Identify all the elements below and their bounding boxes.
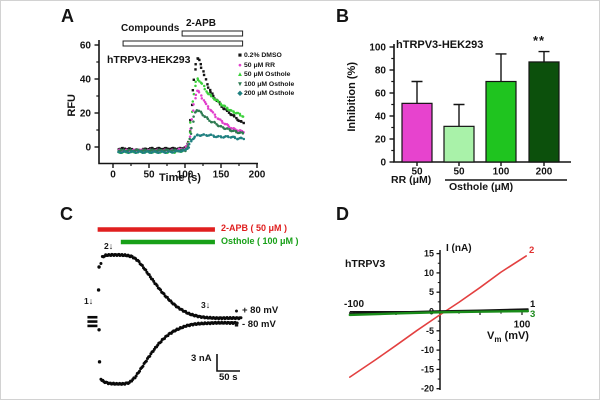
legend-item: ● + 80 mV <box>231 304 278 318</box>
svg-text:40: 40 <box>80 75 92 86</box>
panel-a-label: A <box>61 6 74 26</box>
panel-c-apb-label: 2-APB ( 50 μM ) <box>221 223 288 233</box>
svg-text:100: 100 <box>177 170 194 181</box>
svg-text:150: 150 <box>213 170 230 181</box>
osthole200-marker-icon: ◆ <box>237 90 243 98</box>
svg-text:60: 60 <box>80 41 92 52</box>
osthole100-marker-icon: ▼ <box>236 80 244 88</box>
trace-1-label: 1 <box>530 299 536 310</box>
svg-text:60: 60 <box>375 89 387 100</box>
panel-c-legend: ● + 80 mV ■ - 80 mV <box>231 304 278 332</box>
legend-label: 0.2% DMSO <box>244 52 282 59</box>
time-scale-label: 50 s <box>219 372 238 383</box>
svg-text:0: 0 <box>380 158 386 169</box>
minus80-marker-icon: ■ <box>234 322 239 329</box>
svg-text:50: 50 <box>453 167 465 178</box>
panel-d-label: D <box>336 204 349 224</box>
rr-marker-icon: ● <box>238 61 242 69</box>
panel-b-group1-label: RR (μM) <box>391 174 432 186</box>
down-arrow-icon: ↓ <box>108 241 114 251</box>
svg-text:5: 5 <box>429 287 434 297</box>
current-scale-label: 3 nA <box>191 353 212 364</box>
svg-text:100: 100 <box>369 43 386 54</box>
legend-label: 50 μM Osthole <box>244 71 291 79</box>
trace-2-label: 2 <box>529 245 535 256</box>
svg-text:200: 200 <box>536 167 553 178</box>
svg-text:80: 80 <box>375 66 387 77</box>
osthole50-marker-icon: ▲ <box>236 71 244 79</box>
significance-stars: ** <box>533 33 546 48</box>
svg-text:-20: -20 <box>421 384 434 394</box>
trace-3-label: 3 <box>530 309 536 320</box>
legend-item: ◆ 200 μM Osthole <box>236 89 295 99</box>
svg-text:100: 100 <box>514 320 531 331</box>
svg-text:-5: -5 <box>426 326 434 336</box>
svg-text:50: 50 <box>143 170 155 181</box>
legend-label: - 80 mV <box>242 319 276 330</box>
dmso-marker-icon: ■ <box>238 52 242 59</box>
annotation-2-arrow: 2↓ <box>104 241 114 251</box>
legend-item: ■ 0.2% DMSO <box>236 51 294 61</box>
down-arrow-icon: ↓ <box>205 300 211 310</box>
legend-item: ▼100 μM Osthole <box>236 80 294 90</box>
svg-text:15: 15 <box>424 249 434 259</box>
svg-text:100: 100 <box>493 167 510 178</box>
svg-text:200: 200 <box>249 170 266 181</box>
svg-text:20: 20 <box>375 135 387 146</box>
panel-b-label: B <box>336 6 349 26</box>
plus80-marker-icon: ● <box>234 308 239 315</box>
svg-text:-100: -100 <box>344 299 364 310</box>
svg-text:20: 20 <box>80 109 92 120</box>
legend-item: ▲50 μM Osthole <box>236 70 294 80</box>
panel-a-title: hTRPV3-HEK293 <box>107 54 191 66</box>
panel-b-group2-label: Osthole (μM) <box>449 181 514 193</box>
panel-d-x-axis-label: Vm (mV) <box>487 330 529 345</box>
panel-a-x-axis-label: Time (s) <box>159 172 201 184</box>
svg-text:-15: -15 <box>421 364 434 374</box>
svg-text:0: 0 <box>110 170 116 181</box>
panel-c-label: C <box>60 204 73 224</box>
legend-label: 200 μM Osthole <box>244 90 295 98</box>
panel-a-apb-label: 2-APB <box>186 18 217 29</box>
panel-c-osthole-label: Osthole ( 100 μM ) <box>221 236 299 246</box>
panel-d-title: hTRPV3 <box>345 258 386 270</box>
panel-a-compounds-label: Compounds <box>121 23 180 34</box>
panel-b-title: hTRPV3-HEK293 <box>396 39 484 51</box>
svg-text:10: 10 <box>424 268 434 278</box>
down-arrow-icon: ↓ <box>88 296 94 306</box>
legend-label: + 80 mV <box>242 305 279 316</box>
svg-text:0: 0 <box>85 143 91 154</box>
panel-a-y-axis-label: RFU <box>66 94 78 117</box>
annotation-3-arrow: 3↓ <box>201 300 211 310</box>
legend-item: ■ - 80 mV <box>231 318 278 332</box>
svg-text:50: 50 <box>411 167 423 178</box>
svg-text:40: 40 <box>375 112 387 123</box>
panel-a-legend: ■ 0.2% DMSO ● 50 μM RR ▲50 μM Osthole ▼100… <box>236 51 294 99</box>
legend-label: 50 μM RR <box>244 61 275 69</box>
annotation-1-arrow: 1↓ <box>84 296 94 306</box>
svg-text:-10: -10 <box>421 345 434 355</box>
panel-d-y-axis-label: I (nA) <box>446 243 472 254</box>
legend-label: 100 μM Osthole <box>244 80 295 88</box>
legend-item: ● 50 μM RR <box>236 61 294 71</box>
panel-b-y-axis-label: Inhibition (%) <box>346 62 358 132</box>
